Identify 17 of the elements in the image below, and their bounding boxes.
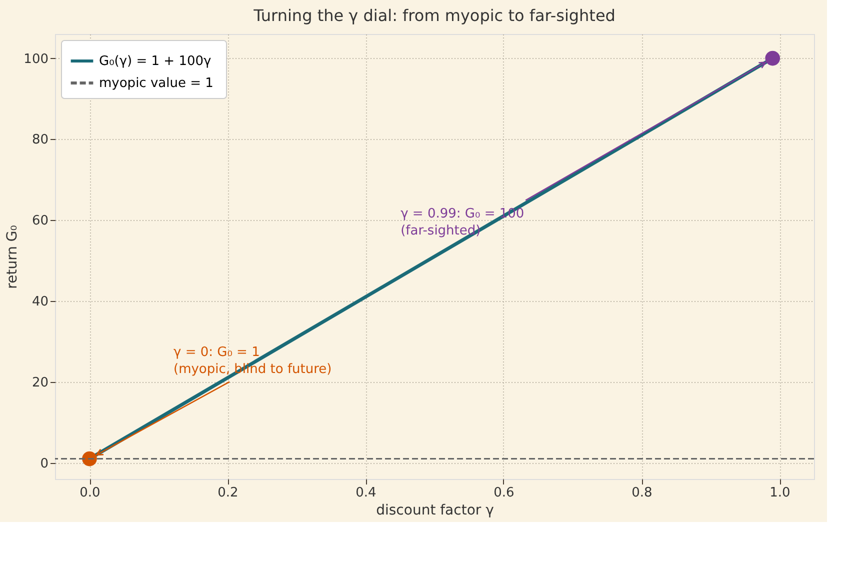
x-tick-label: 0.8 xyxy=(632,486,652,500)
y-tick-label: 40 xyxy=(32,294,48,310)
y-tick-label: 20 xyxy=(32,375,48,390)
y-tick-label: 100 xyxy=(24,52,48,67)
x-tick-label: 0.6 xyxy=(494,486,514,500)
x-tick-label: 0.4 xyxy=(356,486,376,500)
chart-title: Turning the γ dial: from myopic to far-sighted xyxy=(252,6,616,25)
y-axis-title: return G₀ xyxy=(4,224,21,289)
x-axis-title: discount factor γ xyxy=(376,502,494,518)
x-tick-label: 0.2 xyxy=(218,486,238,500)
legend-label: G₀(γ) = 1 + 100γ xyxy=(99,54,212,69)
x-tick-label: 1.0 xyxy=(770,486,790,500)
legend-label: myopic value = 1 xyxy=(99,76,214,91)
y-tick-label: 60 xyxy=(32,214,48,229)
y-tick-label: 80 xyxy=(32,132,48,148)
x-tick-label: 0.0 xyxy=(80,486,100,500)
y-tick-label: 0 xyxy=(40,456,48,472)
